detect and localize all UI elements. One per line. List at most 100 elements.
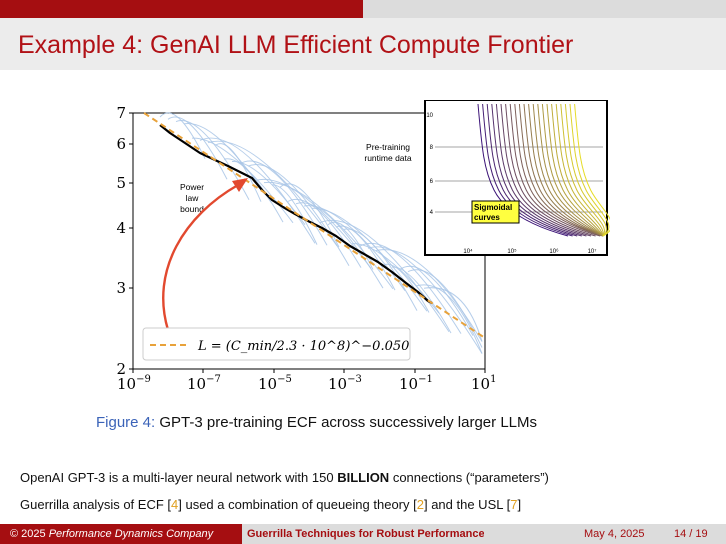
inset-chart: 10 8 6 4 10⁴ 10⁵ 10⁶ 10⁷ Sigmoidal curve… <box>424 100 610 256</box>
footer-left: © 2025 Performance Dynamics Company <box>0 524 242 544</box>
training-run-curve <box>207 140 338 247</box>
x-tick-label: 10−7 <box>187 374 221 393</box>
training-run-curve <box>391 266 452 334</box>
annotation-power-law: Power <box>180 182 204 192</box>
arrowhead-icon <box>232 178 248 192</box>
body-bold-text: BILLION <box>337 470 390 485</box>
sigmoidal-curve <box>532 103 604 237</box>
footer-middle: Guerrilla Techniques for Robust Performa… <box>242 524 484 544</box>
footer-copyright: © 2025 Performance Dynamics Company <box>10 528 214 540</box>
sigmoidal-curve <box>491 103 582 237</box>
inset-x-tick: 10⁵ <box>507 248 517 255</box>
sigmoidal-curve <box>500 103 592 237</box>
annotation-pretraining: runtime data <box>364 153 412 163</box>
power-law-bound-line <box>143 112 486 339</box>
footer-talk-title: Guerrilla Techniques for Robust Performa… <box>247 528 484 540</box>
sigmoidal-curve <box>564 103 607 237</box>
sigmoidal-curve <box>514 103 604 237</box>
inset-y-tick: 4 <box>430 210 434 216</box>
red-arrow-icon <box>162 183 239 331</box>
training-run-curve <box>399 265 474 336</box>
training-run-curve <box>215 143 262 202</box>
sigmoidal-curve <box>482 103 573 237</box>
y-tick-label: 4 <box>116 219 126 237</box>
x-tick-label: 10−9 <box>117 374 151 393</box>
x-ticks <box>132 369 486 373</box>
sigmoidal-curve <box>555 103 604 237</box>
sigmoidal-curve <box>528 103 604 237</box>
y-tick-label: 7 <box>116 104 126 122</box>
footer-date: May 4, 2025 <box>584 528 645 540</box>
x-tick-label: 101 <box>471 374 496 393</box>
training-run-curve <box>279 183 340 248</box>
citation-link[interactable]: 4 <box>171 497 179 512</box>
y-tick-label: 5 <box>116 174 126 192</box>
training-run-curve <box>423 287 483 342</box>
figure: 7 6 5 4 3 2 10−9 10−7 10−5 10−3 10−1 101… <box>116 100 610 393</box>
body-text: ] <box>517 497 522 512</box>
top-bar-left <box>0 0 363 18</box>
sigmoidal-curve <box>541 103 604 237</box>
top-bar-right <box>363 0 726 18</box>
annotation-power-law: law <box>186 193 200 203</box>
compute-frontier-curve <box>159 124 433 304</box>
sigmoidal-curve <box>495 103 587 237</box>
annotation-power-law: bound <box>180 204 204 214</box>
body-text: OpenAI GPT-3 is a multi-layer neural net… <box>20 470 338 485</box>
inset-y-tick: 6 <box>430 179 434 185</box>
inset-y-tick: 8 <box>430 145 434 151</box>
body-text: ] and the USL [ <box>423 497 511 512</box>
sigmoidal-label: curves <box>474 213 500 222</box>
y-tick-label: 3 <box>116 279 126 297</box>
title-bar <box>0 18 726 70</box>
annotation-pretraining: Pre-training <box>366 142 410 152</box>
training-run-curve <box>319 219 450 333</box>
sigmoidal-curve <box>574 103 610 237</box>
training-run-curve <box>351 243 440 314</box>
sigmoidal-curves <box>477 103 610 237</box>
body-line-1: OpenAI GPT-3 is a multi-layer neural net… <box>20 470 549 485</box>
inset-x-tick: 10⁴ <box>463 248 473 255</box>
x-tick-label: 10−5 <box>258 374 292 393</box>
sigmoidal-label-box <box>471 200 520 224</box>
sigmoidal-curve <box>505 103 596 237</box>
citation-link[interactable]: 7 <box>510 497 518 512</box>
y-ticks <box>129 112 133 370</box>
training-run-curve <box>383 263 430 313</box>
body-text: ] used a combination of queueing theory … <box>178 497 417 512</box>
sigmoidal-curve <box>523 103 604 237</box>
sigmoidal-curve <box>569 103 610 237</box>
training-run-curve <box>167 116 228 180</box>
footer-page-number: 14 / 19 <box>674 528 708 540</box>
legend-formula: L = (C_min/2.3 · 10^8)^−0.050 <box>197 339 409 354</box>
training-run-curve <box>271 184 318 245</box>
sigmoidal-label: Sigmoidal <box>474 203 512 212</box>
inset-x-tick: 10⁷ <box>588 248 597 255</box>
legend-box <box>142 327 411 361</box>
x-tick-label: 10−3 <box>328 374 362 393</box>
sigmoidal-curve <box>477 103 569 237</box>
sigmoidal-curve <box>560 103 605 237</box>
training-run-curve <box>359 242 462 334</box>
y-tick-label: 2 <box>116 360 126 378</box>
figure-caption: Figure 4: GPT-3 pre-training ECF across … <box>96 414 537 431</box>
training-run-curve <box>231 161 306 225</box>
sigmoidal-curve <box>546 103 604 237</box>
training-run-curve <box>295 202 384 289</box>
sigmoidal-curve <box>486 103 578 237</box>
training-run-curve <box>415 284 483 354</box>
sigmoidal-curve <box>509 103 601 237</box>
sigmoidal-curve <box>537 103 604 237</box>
inset-x-tick: 10⁶ <box>549 248 559 255</box>
citation-link[interactable]: 2 <box>416 497 424 512</box>
training-run-curve <box>375 249 483 342</box>
y-tick-label: 6 <box>116 135 126 153</box>
footer-right: May 4, 2025 14 / 19 <box>484 524 726 544</box>
body-line-2: Guerrilla analysis of ECF [4] used a com… <box>20 497 521 512</box>
x-tick-label: 10−1 <box>399 374 433 393</box>
figure-caption-text: GPT-3 pre-training ECF across successive… <box>155 414 537 431</box>
training-run-curve <box>159 112 206 159</box>
sigmoidal-curve <box>518 103 604 237</box>
training-run-curve <box>335 225 396 291</box>
body-text: connections (“parameters”) <box>389 470 549 485</box>
